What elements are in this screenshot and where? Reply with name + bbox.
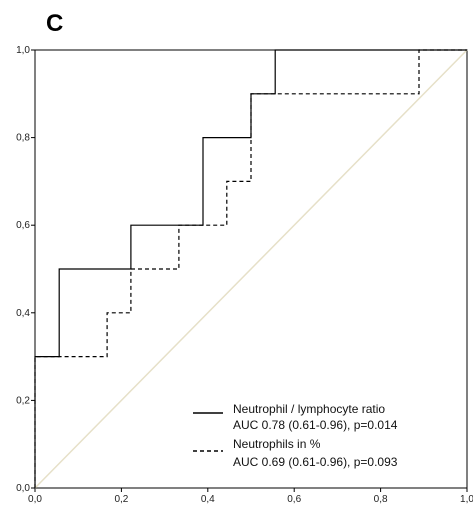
y-tick-label: 0,6: [16, 220, 30, 231]
plot-frame: [34, 49, 468, 489]
x-tick-label: 0,0: [28, 494, 42, 505]
y-tick-label: 0,4: [16, 308, 30, 319]
y-tick-label: 0,8: [16, 133, 30, 144]
legend-label-1: Neutrophil / lymphocyte ratio: [233, 402, 385, 416]
x-tick-label: 1,0: [460, 494, 473, 505]
x-tick-label: 0,4: [201, 494, 215, 505]
x-tick-label: 0,8: [374, 494, 388, 505]
panel-label: C: [46, 10, 64, 37]
x-tick-label: 0,2: [114, 494, 128, 505]
y-tick-label: 0,0: [16, 483, 30, 494]
legend-detail-2: AUC 0.69 (0.61-0.96), p=0.093: [233, 455, 398, 469]
reference-diagonal-line: [34, 49, 468, 489]
y-tick-label: 1,0: [16, 45, 30, 56]
y-tick-label: 0,2: [16, 395, 30, 406]
series-line-2: [34, 49, 467, 488]
legend-detail-1: AUC 0.78 (0.61-0.96), p=0.014: [233, 418, 398, 432]
x-tick-label: 0,6: [287, 494, 301, 505]
legend-label-2: Neutrophils in %: [233, 437, 321, 451]
legend: Neutrophil / lymphocyte ratio AUC 0.78 (0…: [193, 402, 398, 469]
